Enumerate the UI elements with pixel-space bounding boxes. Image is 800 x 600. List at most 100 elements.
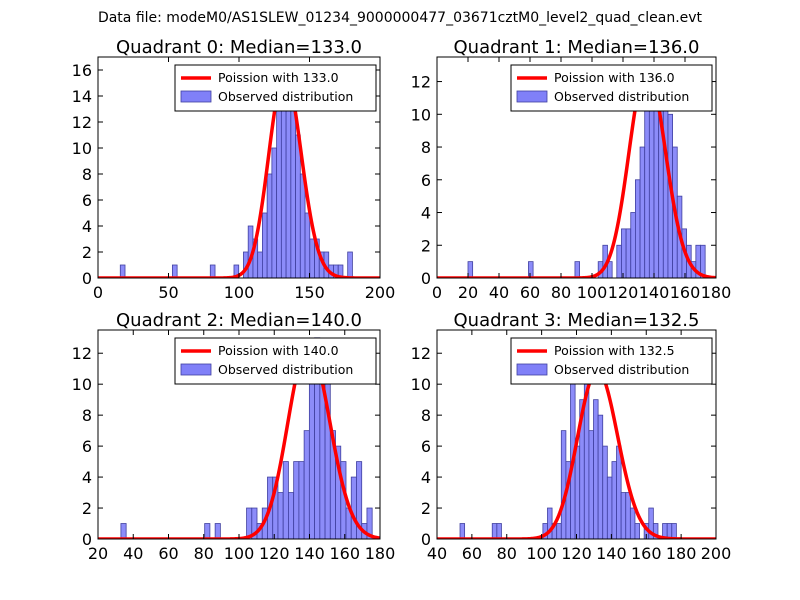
histogram-bar bbox=[266, 173, 273, 278]
histogram-bar bbox=[574, 445, 581, 539]
x-tick-label: 200 bbox=[701, 544, 732, 563]
histogram-bar bbox=[309, 238, 315, 278]
legend-bar-label: Observed distribution bbox=[554, 362, 689, 377]
y-tick-label: 0 bbox=[421, 530, 431, 549]
x-tick-label: 80 bbox=[194, 544, 214, 563]
x-tick-label: 40 bbox=[489, 283, 509, 302]
y-tick-label: 6 bbox=[82, 191, 92, 210]
y-tick-label: 6 bbox=[82, 437, 92, 456]
histogram-bar bbox=[634, 523, 640, 539]
y-tick-label: 4 bbox=[82, 217, 92, 236]
histogram-bar bbox=[625, 492, 631, 539]
panel-title: Quadrant 1: Median=136.0 bbox=[454, 37, 700, 58]
y-tick-label: 8 bbox=[82, 406, 92, 425]
legend-bar-swatch bbox=[180, 90, 212, 103]
histogram-bar bbox=[304, 212, 311, 278]
y-tick-label: 4 bbox=[421, 204, 431, 223]
plot-area bbox=[437, 337, 716, 539]
x-tick-label: 0 bbox=[93, 283, 103, 302]
quadrant-2-panel: 20 40 60 80 100 120 140 160 180 0 2 4 6 8 10 12 Quadrant… bbox=[72, 310, 396, 563]
x-tick-label: 180 bbox=[666, 544, 697, 563]
x-tick-label: 60 bbox=[462, 544, 482, 563]
histogram-bar bbox=[588, 430, 594, 539]
y-tick-label: 4 bbox=[421, 468, 431, 487]
y-tick-label: 12 bbox=[411, 344, 431, 363]
x-tick-label: 80 bbox=[497, 544, 517, 563]
histogram-bar bbox=[560, 430, 567, 539]
y-tick-label: 8 bbox=[421, 406, 431, 425]
histogram-bar bbox=[630, 212, 636, 278]
histogram-bar bbox=[621, 228, 627, 278]
y-tick-label: 4 bbox=[82, 468, 92, 487]
y-tick-label: 2 bbox=[82, 499, 92, 518]
histogram-bar bbox=[620, 492, 627, 539]
histogram-bar bbox=[233, 264, 240, 278]
y-tick-label: 6 bbox=[421, 437, 431, 456]
quadrant-1-panel: 0 20 40 60 80 100 120 140 160 180 0 2 4 6 8 10 12 Quadran… bbox=[411, 37, 732, 302]
histogram-bar bbox=[644, 97, 650, 278]
x-tick-label: 50 bbox=[158, 283, 178, 302]
histogram-bar bbox=[119, 264, 126, 278]
y-tick-label: 10 bbox=[72, 139, 92, 158]
legend-bar-label: Observed distribution bbox=[554, 89, 689, 104]
x-tick-label: 0 bbox=[432, 283, 442, 302]
histogram-bar bbox=[597, 414, 604, 539]
legend-curve-label: Poission with 140.0 bbox=[218, 343, 339, 358]
y-tick-label: 8 bbox=[421, 138, 431, 157]
legend-bar-swatch bbox=[180, 363, 212, 376]
quadrant-0-panel: 0 50 100 150 200 0 2 4 6 8 10 12 14 16 Quadrant 0: Med… bbox=[72, 37, 396, 302]
x-tick-label: 150 bbox=[294, 283, 325, 302]
histogram-bar bbox=[295, 134, 301, 278]
histogram-bar bbox=[700, 244, 706, 278]
histogram-bar bbox=[347, 251, 353, 278]
histogram-bar bbox=[303, 430, 310, 539]
x-tick-label: 100 bbox=[526, 544, 557, 563]
legend-curve-label: Poission with 136.0 bbox=[554, 70, 675, 85]
histogram-bar bbox=[288, 492, 295, 539]
axes-frame bbox=[436, 56, 717, 279]
histogram-bar bbox=[625, 228, 632, 278]
legend: Poission with 133.0 Observed distribution bbox=[174, 64, 377, 112]
histogram-bar bbox=[616, 244, 622, 278]
legend-box bbox=[174, 64, 377, 112]
histogram-bar bbox=[607, 261, 613, 278]
histogram-bar bbox=[467, 261, 474, 278]
y-tick-label: 12 bbox=[72, 344, 92, 363]
legend-bar-swatch bbox=[516, 90, 548, 103]
y-tick-label: 2 bbox=[421, 499, 431, 518]
plot-area bbox=[437, 64, 716, 278]
histogram-bar bbox=[602, 445, 608, 539]
histogram-bar bbox=[285, 108, 292, 278]
y-tick-label: 12 bbox=[72, 113, 92, 132]
legend-curve-label: Poission with 133.0 bbox=[218, 70, 339, 85]
x-tick-label: 140 bbox=[639, 283, 670, 302]
y-tick-label: 0 bbox=[421, 269, 431, 288]
histogram-bar bbox=[639, 146, 646, 278]
legend-bar-label: Observed distribution bbox=[218, 362, 353, 377]
histogram-bar bbox=[171, 264, 178, 278]
histogram-bar bbox=[496, 523, 502, 539]
histogram-bar bbox=[629, 507, 636, 539]
x-tick-label: 20 bbox=[88, 544, 108, 563]
histogram-bar bbox=[214, 523, 221, 539]
y-tick-label: 14 bbox=[72, 87, 92, 106]
histogram-bar bbox=[528, 261, 534, 278]
y-tick-label: 10 bbox=[72, 375, 92, 394]
x-tick-label: 140 bbox=[294, 544, 325, 563]
y-tick-label: 16 bbox=[72, 61, 92, 80]
histogram-bar bbox=[257, 251, 263, 278]
legend: Poission with 132.5 Observed distribution bbox=[510, 337, 713, 385]
y-tick-label: 8 bbox=[82, 165, 92, 184]
panel-title: Quadrant 3: Median=132.5 bbox=[454, 310, 700, 331]
y-tick-label: 0 bbox=[82, 530, 92, 549]
histogram-bar bbox=[671, 523, 677, 539]
x-tick-label: 20 bbox=[458, 283, 478, 302]
x-tick-label: 160 bbox=[670, 283, 701, 302]
x-tick-label: 60 bbox=[158, 544, 178, 563]
y-tick-label: 0 bbox=[82, 269, 92, 288]
legend-bar-swatch bbox=[516, 363, 548, 376]
x-tick-label: 160 bbox=[329, 544, 360, 563]
histogram-bar bbox=[209, 264, 216, 278]
legend-box bbox=[174, 337, 377, 385]
